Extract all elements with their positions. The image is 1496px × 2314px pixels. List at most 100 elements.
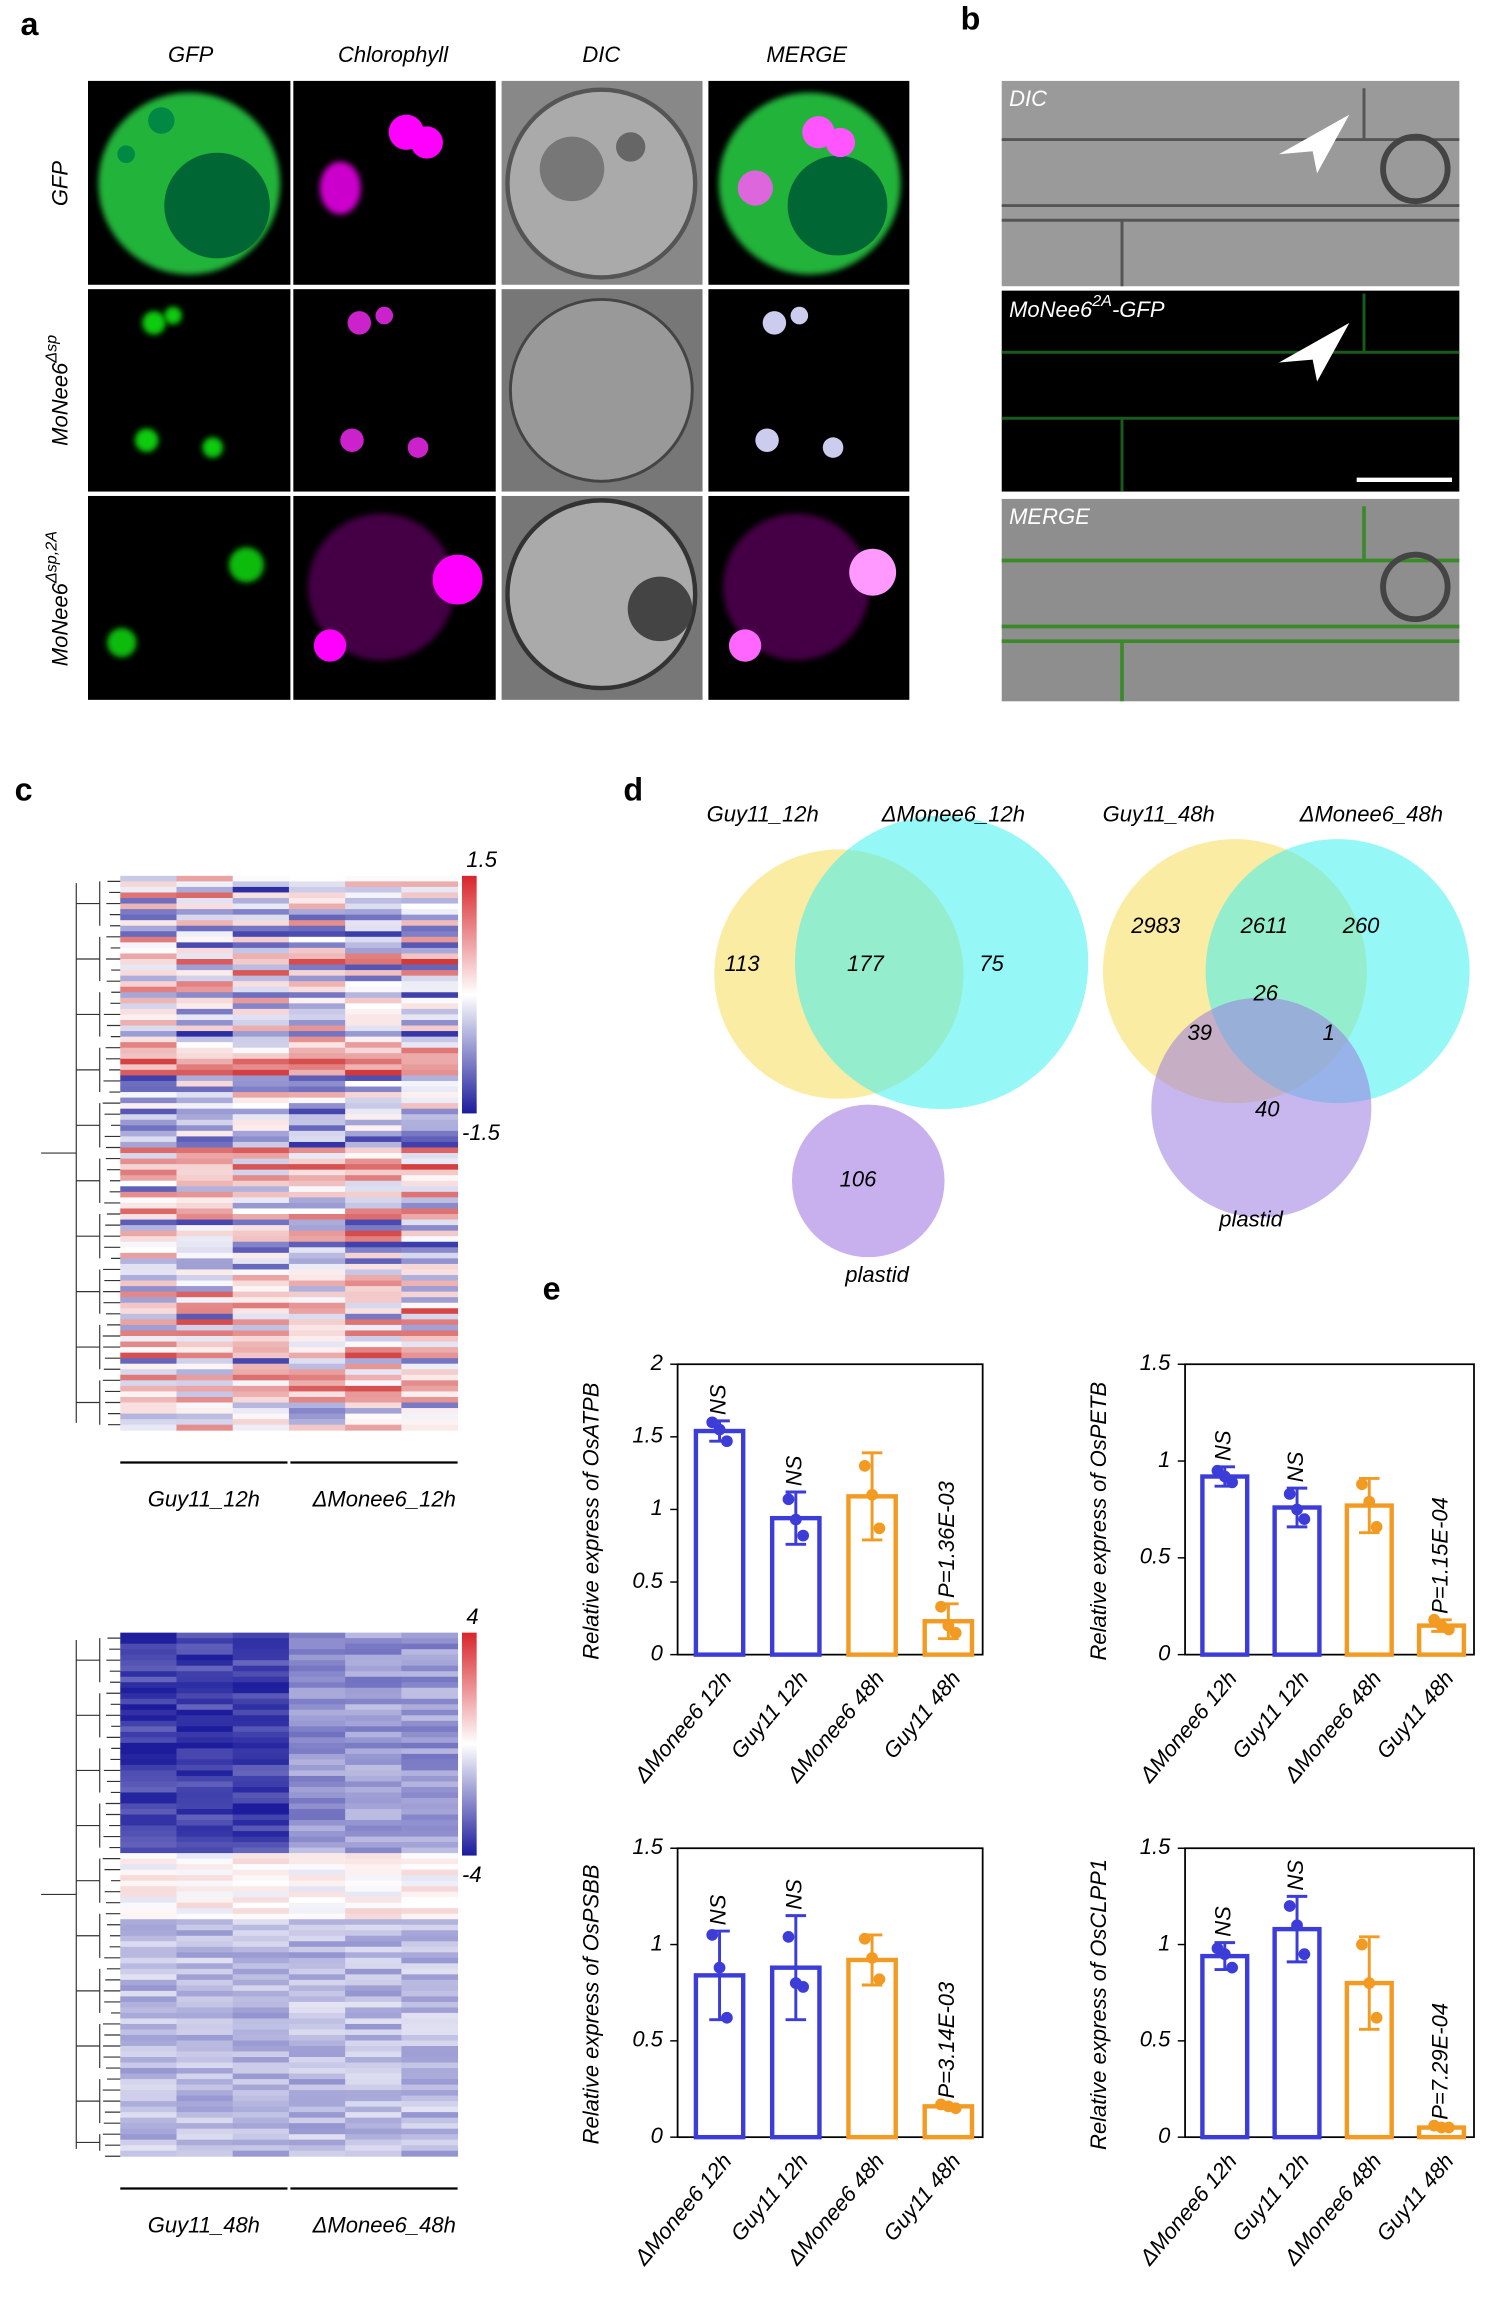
heatmap-cell (120, 1180, 177, 1187)
heatmap-cell (176, 997, 234, 1004)
heatmap-cell (232, 964, 290, 971)
heatmap-cell (176, 925, 234, 932)
heatmap-cell (176, 1737, 234, 1744)
heatmap-cell (232, 970, 290, 977)
heatmap-cell (345, 1086, 402, 1093)
heatmap-cell (401, 1709, 459, 1716)
heatmap-cell (232, 1693, 290, 1700)
heatmap-cell (176, 1103, 234, 1110)
heatmap-cell (288, 970, 346, 977)
heatmap-cell (120, 1047, 177, 1054)
heatmap-cell (288, 1726, 346, 1733)
heatmap-cell (288, 964, 346, 971)
heatmap-cell (401, 2046, 459, 2052)
heatmap-cell (232, 2034, 290, 2041)
heatmap-cell (232, 2106, 290, 2113)
heatmap-cell (401, 914, 459, 921)
heatmap-cell (288, 1069, 346, 1076)
heatmap-cell (345, 1080, 402, 1087)
heatmap-cell (288, 981, 346, 988)
heatmap-cell (345, 1731, 402, 1738)
heatmap-cell (176, 1330, 234, 1337)
region-count: 1 (1323, 1020, 1335, 1045)
heatmap-cell (232, 2007, 290, 2014)
image-label-base: DIC (1009, 86, 1047, 111)
heatmap-cell (345, 892, 402, 899)
heatmap-cell (345, 942, 402, 949)
heatmap-cell (401, 903, 459, 910)
heatmap-cell (176, 2007, 234, 2014)
heatmap-cell (120, 1671, 177, 1678)
heatmap-cell (176, 1853, 234, 1860)
data-point (1363, 1495, 1376, 1508)
heatmap-cell (232, 1979, 290, 1986)
heatmap-cell (345, 2062, 402, 2069)
heatmap-cell (232, 1770, 290, 1777)
heatmap-cell (232, 1676, 290, 1683)
heatmap-cell (176, 1919, 234, 1926)
heatmap-cell (401, 1058, 459, 1065)
heatmap-cell (288, 1352, 346, 1359)
heatmap-cell (176, 1654, 234, 1661)
heatmap-cell (176, 992, 234, 999)
heatmap-cell (345, 1402, 402, 1409)
data-point (1370, 1520, 1383, 1533)
heatmap-cell (176, 1687, 234, 1694)
heatmap-cell (120, 2034, 177, 2041)
heatmap-cell (401, 1753, 459, 1760)
x-tick-label: Guy11 48h (878, 1666, 965, 1763)
y-axis-label: Relative express of OsPSBB (578, 1864, 603, 2144)
heatmap-cell (232, 1742, 290, 1749)
row-label-sup: Δsp,2A (43, 531, 61, 584)
heatmap-cell (401, 1775, 459, 1782)
heatmap-cell (401, 1831, 459, 1838)
heatmap-cell (345, 1014, 402, 1021)
heatmap-cell (232, 1632, 290, 1639)
heatmap-cell (288, 2112, 346, 2119)
y-axis-label: Relative express of OsPETB (1086, 1382, 1111, 1661)
heatmap-cell (176, 1897, 234, 1904)
heatmap-cell (288, 1764, 346, 1771)
heatmap-cell (288, 953, 346, 960)
heatmap-cell (120, 1638, 177, 1645)
heatmap-cell (345, 881, 402, 888)
heatmap-cell (288, 1064, 346, 1071)
heatmap-cell (288, 892, 346, 899)
heatmap-cell (232, 1385, 290, 1392)
y-tick-label: 1.5 (1140, 1834, 1171, 1859)
heatmap-cell (345, 1842, 402, 1849)
heatmap-cell (232, 1831, 290, 1838)
heatmap-cell (288, 1258, 346, 1265)
heatmap-cell (288, 1080, 346, 1087)
heatmap-cell (345, 1396, 402, 1403)
heatmap-cell (288, 2128, 346, 2135)
heatmap-cell (345, 1252, 402, 1259)
heatmap-cell (401, 2023, 459, 2030)
heatmap-cell (232, 1341, 290, 1348)
heatmap-cell (176, 1164, 234, 1171)
heatmap-cell (401, 1335, 459, 1342)
heatmap-cell (232, 1924, 290, 1931)
heatmap-cell (232, 1413, 290, 1420)
heatmap-cell (288, 1825, 346, 1832)
heatmap-cell (176, 1180, 234, 1187)
heatmap-cell (401, 1676, 459, 1683)
heatmap-cell (176, 1053, 234, 1060)
heatmap-cell (288, 1654, 346, 1661)
heatmap-cell (345, 1191, 402, 1198)
colorbar-min: -1.5 (462, 1120, 501, 1145)
heatmap-cell (232, 2090, 290, 2097)
row-label-base: MoNee6 (47, 362, 72, 446)
heatmap-cell (401, 1853, 459, 1860)
heatmap-cell (232, 1258, 290, 1265)
heatmap-cell (288, 2034, 346, 2041)
data-point (713, 1423, 726, 1436)
heatmap-cell (232, 958, 290, 965)
heatmap-cell (345, 1019, 402, 1026)
heatmap-cell (120, 1902, 177, 1909)
data-point (858, 1932, 871, 1945)
heatmap-cell (176, 1924, 234, 1931)
heatmap-cell (176, 1385, 234, 1392)
heatmap-cell (288, 1424, 346, 1431)
heatmap-cell (120, 986, 177, 993)
